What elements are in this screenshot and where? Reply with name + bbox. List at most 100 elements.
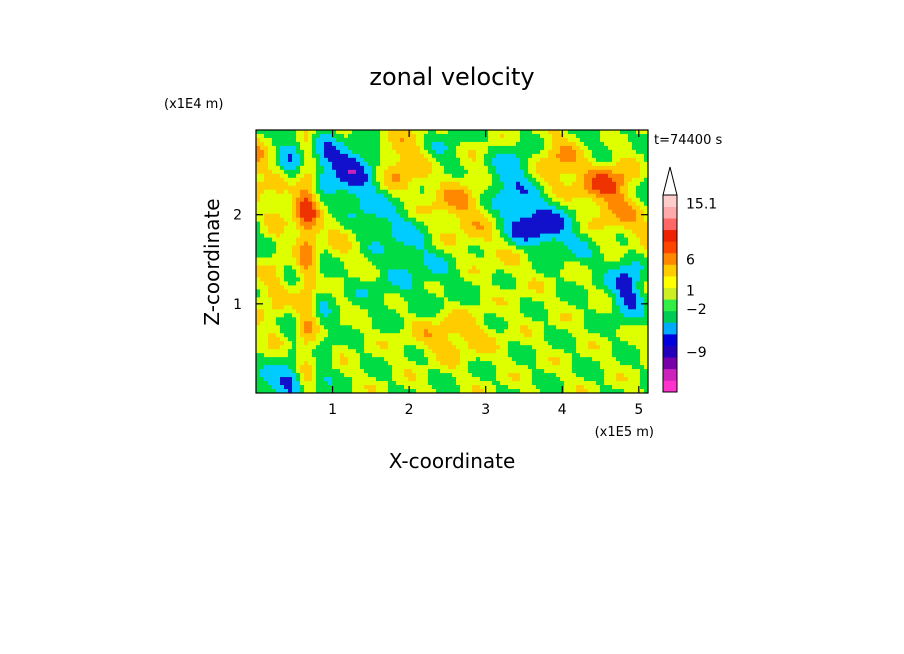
heatmap-cell [548,257,553,263]
heatmap-cell [440,249,445,255]
heatmap-cell [256,133,261,139]
heatmap-cell [344,225,349,231]
heatmap-cell [412,137,417,143]
heatmap-cell [376,221,381,227]
heatmap-cell [632,221,637,227]
heatmap-cell [472,153,477,159]
heatmap-cell [456,277,461,283]
heatmap-cell [592,145,597,151]
heatmap-cell [584,181,589,187]
heatmap-cell [520,225,525,231]
heatmap-cell [592,197,597,203]
heatmap-cell [584,281,589,286]
heatmap-cell [276,305,281,310]
heatmap-cell [444,233,449,239]
heatmap-cell [380,281,385,286]
heatmap-cell [456,169,461,175]
heatmap-cell [292,229,297,235]
heatmap-cell [320,165,325,171]
heatmap-cell [608,277,613,283]
heatmap-cell [492,130,497,135]
heatmap-cell [568,217,573,223]
heatmap-cell [392,273,397,279]
heatmap-cell [524,281,529,286]
heatmap-cell [364,153,369,159]
heatmap-cell [376,137,381,143]
heatmap-cell [544,209,549,215]
heatmap-cell [372,305,377,310]
heatmap-cell [444,297,449,302]
heatmap-cell [344,277,349,283]
heatmap-cell [432,301,437,306]
heatmap-cell [292,281,297,286]
heatmap-cell [280,309,285,314]
heatmap-cell [276,133,281,139]
heatmap-cell [416,329,421,334]
heatmap-cell [564,261,569,267]
heatmap-cell [380,249,385,255]
heatmap-cell [428,305,433,310]
heatmap-cell [544,269,549,275]
heatmap-cell [564,133,569,139]
heatmap-cell [344,205,349,211]
heatmap-cell [312,281,317,286]
heatmap-cell [328,169,333,175]
heatmap-cell [504,209,509,215]
heatmap-cell [448,145,453,151]
heatmap-cell [448,241,453,247]
heatmap-cell [380,321,385,326]
heatmap-cell [384,317,389,322]
heatmap-cell [404,153,409,159]
heatmap-cell [552,325,557,330]
heatmap-cell [436,297,441,302]
heatmap-cell [328,209,333,215]
heatmap-cell [372,130,377,135]
heatmap-cell [464,297,469,302]
heatmap-cell [428,313,433,318]
heatmap-cell [424,209,429,215]
heatmap-cell [384,249,389,255]
heatmap-cell [264,317,269,322]
heatmap-cell [492,193,497,199]
heatmap-cell [572,157,577,163]
heatmap-cell [600,301,605,306]
heatmap-cell [636,241,641,247]
heatmap-cell [296,209,301,215]
heatmap-cell [296,185,301,191]
heatmap-cell [500,261,505,267]
heatmap-cell [544,133,549,139]
heatmap-cell [640,169,645,175]
heatmap-cell [424,217,429,223]
heatmap-cell [620,241,625,247]
heatmap-cell [596,217,601,223]
heatmap-cell [552,221,557,227]
heatmap-cell [396,265,401,271]
heatmap-cell [360,317,365,322]
heatmap-cell [360,309,365,314]
heatmap-cell [544,197,549,203]
heatmap-cell [464,241,469,247]
heatmap-cell [476,329,481,334]
heatmap-cell [476,173,481,179]
heatmap-cell [632,233,637,239]
heatmap-cell [480,317,485,322]
heatmap-cell [304,165,309,171]
heatmap-cell [340,130,345,135]
heatmap-cell [432,241,437,247]
heatmap-cell [520,181,525,187]
heatmap-cell [484,253,489,259]
heatmap-cell [380,177,385,183]
heatmap-cell [476,149,481,155]
heatmap-cell [272,309,277,314]
heatmap-cell [392,205,397,211]
heatmap-cell [448,265,453,271]
heatmap-cell [496,173,501,179]
heatmap-cell [484,237,489,243]
heatmap-cell [632,201,637,207]
heatmap-cell [616,193,621,199]
heatmap-cell [316,130,321,135]
heatmap-cell [600,201,605,207]
heatmap-cell [336,269,341,275]
heatmap-cell [448,313,453,318]
heatmap-cell [456,233,461,239]
